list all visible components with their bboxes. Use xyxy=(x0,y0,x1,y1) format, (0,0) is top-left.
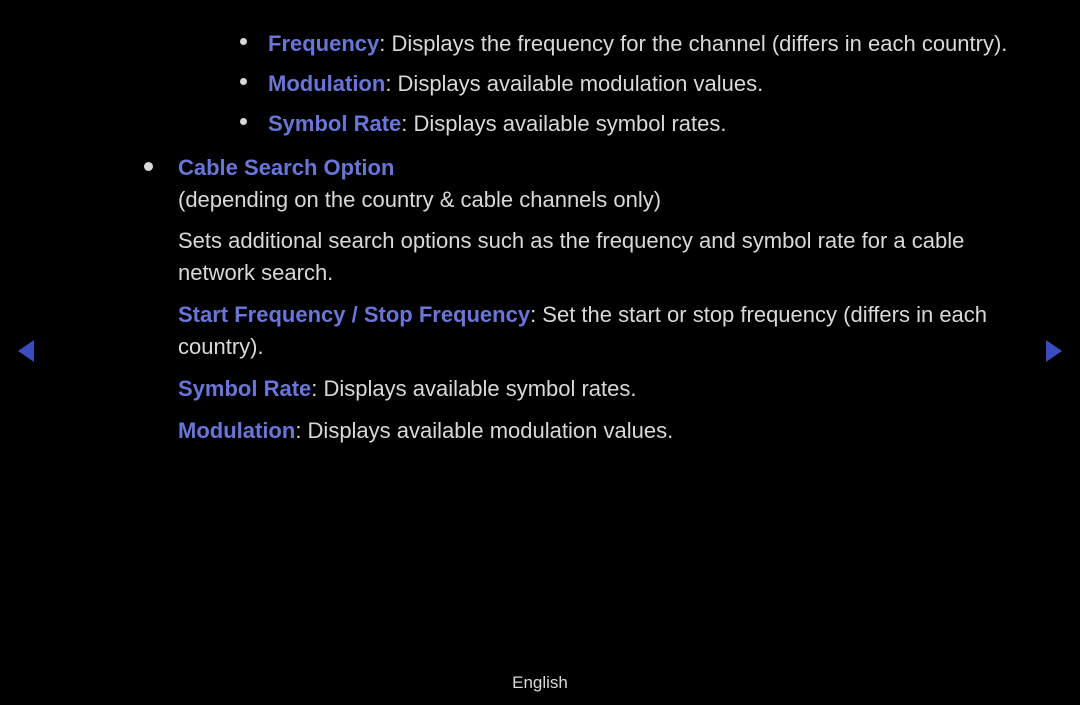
definition-row: Modulation: Displays available modulatio… xyxy=(178,415,1030,447)
term-description: : Displays available modulation values. xyxy=(385,71,763,96)
section-description: Sets additional search options such as t… xyxy=(178,225,1030,289)
content-area: Frequency: Displays the frequency for th… xyxy=(150,28,1030,447)
term-label: Frequency xyxy=(268,31,379,56)
section-title: Cable Search Option xyxy=(178,155,394,180)
term-label: Modulation xyxy=(268,71,385,96)
sub-option-list: Frequency: Displays the frequency for th… xyxy=(240,28,1030,140)
term-description: : Displays available symbol rates. xyxy=(401,111,726,136)
section-note: (depending on the country & cable channe… xyxy=(178,184,1030,216)
term-description: : Displays available modulation values. xyxy=(295,418,673,443)
term-label: Symbol Rate xyxy=(178,376,311,401)
definition-row: Symbol Rate: Displays available symbol r… xyxy=(178,373,1030,405)
term-description: : Displays available symbol rates. xyxy=(311,376,636,401)
list-item: Modulation: Displays available modulatio… xyxy=(240,68,1030,100)
footer-language: English xyxy=(0,673,1080,693)
term-label: Symbol Rate xyxy=(268,111,401,136)
term-description: : Displays the frequency for the channel… xyxy=(379,31,1007,56)
bullet-icon xyxy=(144,162,153,171)
bullet-icon xyxy=(240,38,247,45)
bullet-icon xyxy=(240,118,247,125)
definition-row: Start Frequency / Stop Frequency: Set th… xyxy=(178,299,1030,363)
chevron-left-icon xyxy=(18,340,34,362)
chevron-right-icon xyxy=(1046,340,1062,362)
list-item: Frequency: Displays the frequency for th… xyxy=(240,28,1030,60)
term-label: Start Frequency / Stop Frequency xyxy=(178,302,530,327)
main-option: Cable Search Option (depending on the co… xyxy=(150,152,1030,447)
term-label: Modulation xyxy=(178,418,295,443)
list-item: Symbol Rate: Displays available symbol r… xyxy=(240,108,1030,140)
manual-page: Frequency: Displays the frequency for th… xyxy=(0,0,1080,705)
bullet-icon xyxy=(240,78,247,85)
prev-page-button[interactable] xyxy=(18,340,34,362)
next-page-button[interactable] xyxy=(1046,340,1062,362)
